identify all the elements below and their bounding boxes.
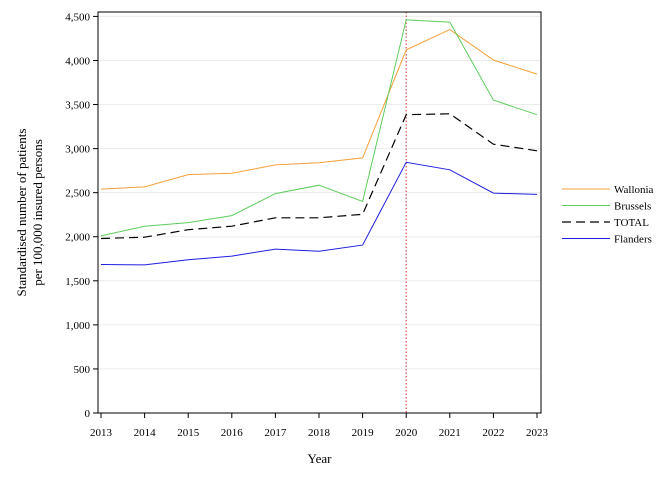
y-axis: 0 500 1,000 1,500 2,000 2,500 3,000 3,500 4,000 4… [65, 11, 98, 420]
y-tick-label: 1,000 [65, 320, 90, 332]
x-tick-label: 2015 [177, 427, 200, 439]
legend: Wallonia Brussels TOTAL Flanders [562, 184, 654, 246]
y-tick-label: 4,500 [65, 11, 90, 23]
x-tick-label: 2018 [308, 427, 331, 439]
legend-label-wallonia: Wallonia [614, 184, 654, 196]
x-tick-label: 2022 [482, 427, 504, 439]
y-tick-label: 1,500 [65, 276, 90, 288]
x-tick-label: 2017 [264, 427, 287, 439]
y-tick-label: 3,000 [65, 144, 90, 156]
y-tick-label: 2,000 [65, 232, 90, 244]
series-line-brussels [100, 19, 538, 237]
x-tick-label: 2016 [221, 427, 244, 439]
x-tick-label: 2020 [395, 427, 418, 439]
y-tick-label: 4,000 [65, 55, 90, 67]
plot-frame [97, 11, 542, 414]
legend-label-flanders: Flanders [614, 234, 652, 246]
y-tick-label: 3,500 [65, 100, 90, 112]
x-tick-label: 2013 [90, 427, 113, 439]
legend-label-total: TOTAL [614, 217, 649, 229]
x-axis-title: Year [308, 451, 333, 466]
y-axis-title-line-2: per 100,000 insured persons [30, 139, 45, 286]
legend-label-brussels: Brussels [614, 201, 651, 213]
series-line-flanders [100, 161, 538, 266]
x-tick-label: 2023 [526, 427, 549, 439]
x-tick-label: 2019 [352, 427, 375, 439]
gridlines [98, 15, 541, 370]
series-lines [100, 19, 538, 266]
series-line-wallonia [100, 29, 538, 190]
y-tick-label: 2,500 [65, 188, 90, 200]
x-axis: 2013 2014 2015 2016 2017 2018 2019 2020 2021 2022… [90, 413, 549, 439]
y-tick-label: 0 [85, 408, 91, 420]
x-tick-label: 2014 [134, 427, 157, 439]
x-tick-label: 2021 [439, 427, 461, 439]
y-tick-label: 500 [74, 364, 91, 376]
y-axis-title-line-1: Standardised number of patients [14, 129, 29, 297]
series-line-total [100, 113, 538, 240]
